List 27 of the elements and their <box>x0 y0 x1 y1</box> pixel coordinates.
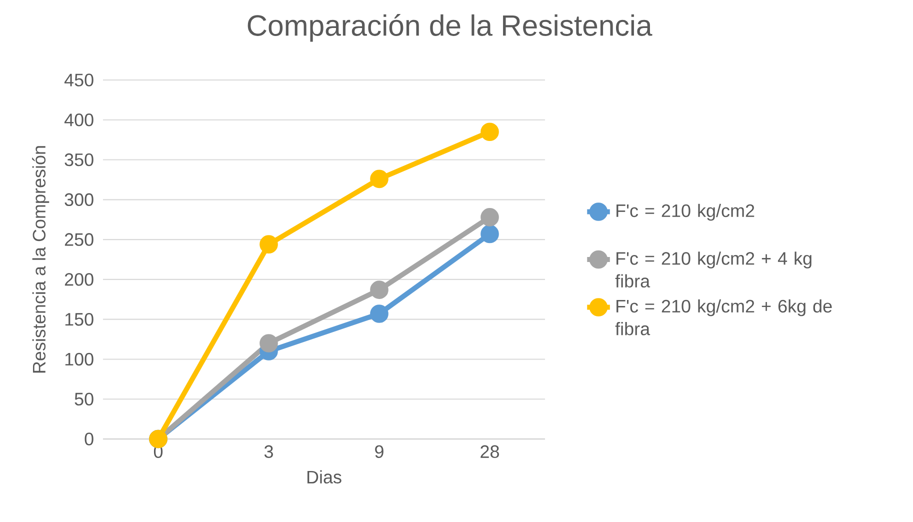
point <box>370 280 388 299</box>
point <box>260 334 278 352</box>
point <box>370 170 388 188</box>
point <box>260 235 278 254</box>
y-tick-label: 50 <box>74 392 94 406</box>
y-tick-label: 300 <box>64 193 94 206</box>
y-tick-label: 400 <box>64 114 94 126</box>
point <box>370 304 388 323</box>
y-tick-label: 100 <box>65 352 94 366</box>
legend-label: F'c = 210 kg/cm2 <box>616 204 754 221</box>
legend-label: F'c = 210 kg/cm2 + 4 kg fibra <box>615 252 812 288</box>
chart-title: Comparación de la Resistencia <box>248 14 652 42</box>
x-axis-title: Dias <box>307 470 342 484</box>
y-tick-label: 150 <box>65 312 94 326</box>
y-axis-title: Resistencia a la Compresión <box>32 146 50 373</box>
x-tick-label: 3 <box>264 445 273 458</box>
y-tick-label: 250 <box>64 233 94 246</box>
point <box>480 208 499 226</box>
point <box>480 122 499 142</box>
y-tick-label: 450 <box>64 74 94 86</box>
legend-label: F'c = 210 kg/cm2 + 6kg de fibra <box>615 299 832 336</box>
x-tick-label: 9 <box>375 445 384 458</box>
y-tick-label: 0 <box>84 432 94 446</box>
y-tick-label: 200 <box>64 273 94 286</box>
y-tick-label: 350 <box>64 153 94 166</box>
x-tick-label: 28 <box>480 445 499 458</box>
point <box>480 224 499 244</box>
